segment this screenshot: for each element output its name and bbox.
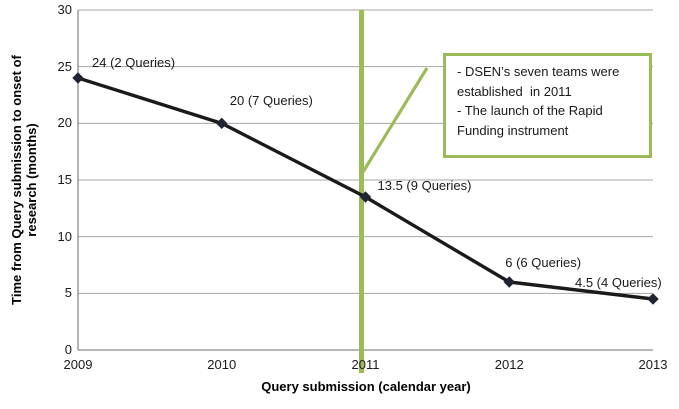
annotation-box: - DSEN’s seven teams were established in… <box>443 53 652 158</box>
x-tick-label: 2009 <box>63 357 93 372</box>
annotation-line: - The launch of the Rapid Funding instru… <box>457 103 607 138</box>
y-tick-label: 25 <box>57 58 72 74</box>
data-point-marker <box>72 72 84 84</box>
annotation-leader-line <box>361 67 429 173</box>
x-tick-label: 2010 <box>207 357 237 372</box>
data-point-marker <box>359 191 372 203</box>
x-tick-label: 2011 <box>351 357 380 372</box>
data-point-marker <box>647 293 659 305</box>
data-point-label: 20 (7 Queries) <box>229 93 313 109</box>
data-point-label: 13.5 (9 Queries) <box>377 178 472 193</box>
x-tick-label: 2012 <box>494 357 524 372</box>
data-point-label: 4.5 (4 Queries) <box>575 275 662 290</box>
data-point-label: 24 (2 Queries) <box>92 55 176 70</box>
x-axis-title: Query submission (calendar year) <box>261 379 471 394</box>
data-point-marker <box>503 276 515 288</box>
y-tick-label: 0 <box>64 342 72 357</box>
x-tick-label: 2013 <box>638 357 668 372</box>
y-tick-label: 20 <box>57 115 72 131</box>
y-tick-label: 10 <box>57 228 72 244</box>
annotation-line: - DSEN’s seven teams were established in… <box>457 64 623 99</box>
y-tick-label: 15 <box>57 172 72 187</box>
data-point-marker <box>216 117 228 130</box>
data-point-label: 6 (6 Queries) <box>505 255 582 270</box>
y-axis-title: Time from Query submission to onset of r… <box>9 55 39 305</box>
y-tick-label: 5 <box>64 285 72 301</box>
y-tick-label: 30 <box>57 2 72 17</box>
